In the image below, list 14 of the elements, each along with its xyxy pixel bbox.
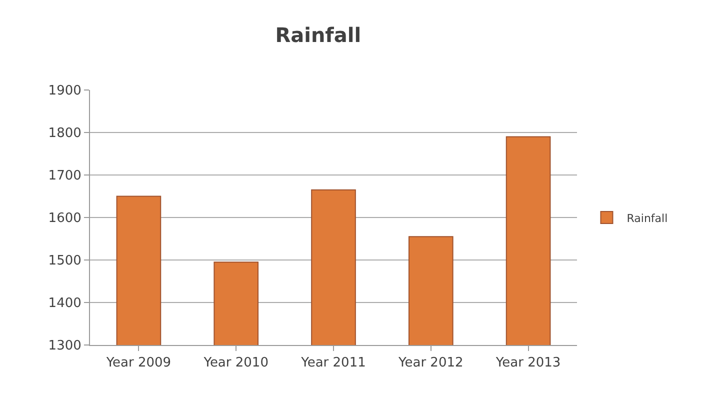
x-tick-label: Year 2011 (300, 356, 366, 371)
legend-label: Rainfall (626, 212, 668, 225)
y-tick-label: 1700 (48, 168, 82, 184)
x-tick-label: Year 2013 (494, 356, 561, 371)
x-tick-label: Year 2010 (202, 356, 268, 371)
y-tick-label: 1900 (48, 84, 82, 99)
y-tick-label: 1500 (48, 254, 82, 269)
x-tick-label: Year 2009 (105, 356, 172, 371)
y-tick-label: 1400 (48, 296, 82, 312)
y-tick-label: 1300 (48, 338, 82, 354)
y-tick-label: 1600 (48, 211, 82, 226)
chart-title: Rainfall (275, 23, 362, 47)
x-tick-label: Year 2012 (398, 356, 464, 371)
y-tick-label: 1800 (48, 126, 82, 142)
